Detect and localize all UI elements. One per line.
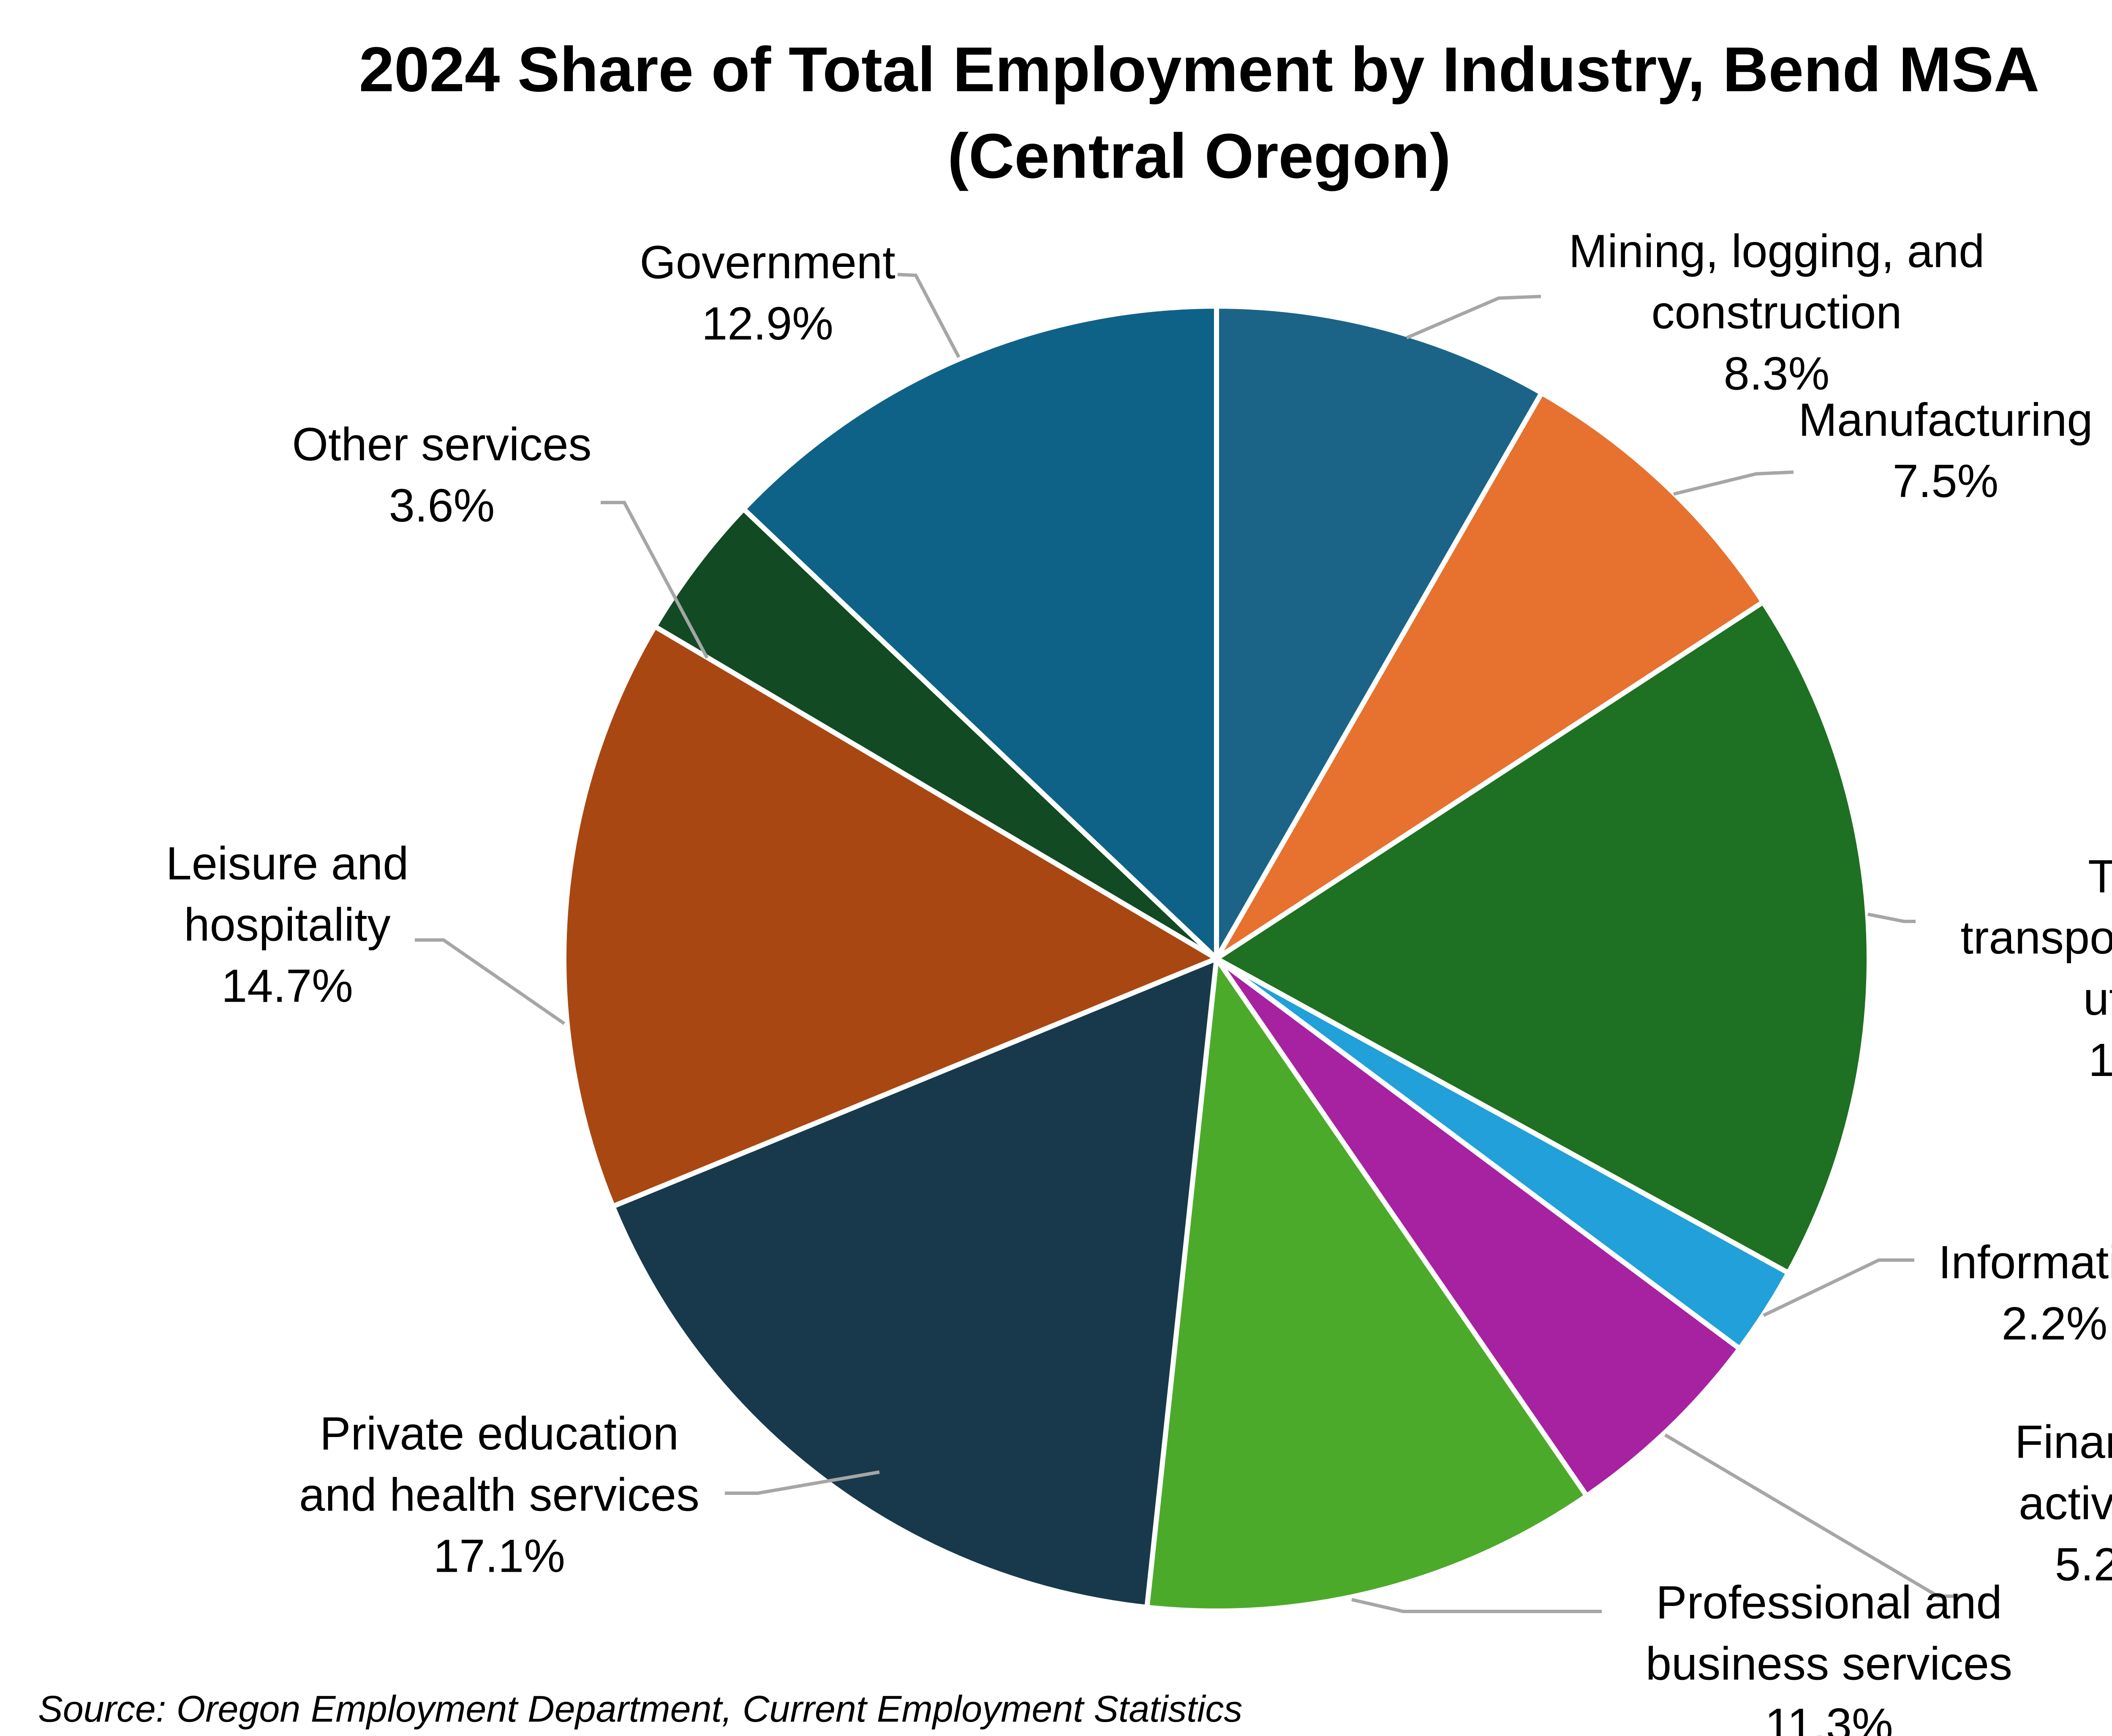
- source-note: Source: Oregon Employment Department, Cu…: [38, 1688, 1243, 1730]
- pie-slice-trade: [1214, 599, 1872, 1276]
- leader-line-private-education: [725, 1470, 880, 1495]
- label-professional-line2: business services: [1645, 1638, 2013, 1690]
- leader-line-mining: [1406, 295, 1541, 340]
- label-mining-line1: Mining, logging, and: [1568, 225, 1985, 277]
- pie-slice-financial: [1214, 956, 1742, 1499]
- leader-line-professional: [1351, 1598, 1602, 1613]
- label-trade-pct: 17.2%: [2088, 1034, 2112, 1086]
- label-professional-line1: Professional and: [1656, 1576, 2002, 1629]
- label-financial-pct: 5.2%: [2055, 1538, 2112, 1591]
- label-trade-line2: transportation, and: [1960, 912, 2112, 964]
- label-government-line1: Government: [640, 236, 895, 288]
- label-other-services-line1: Other services: [292, 418, 592, 470]
- pie-slice-other_services: [652, 506, 1219, 961]
- label-trade-line1: Trade,: [2088, 850, 2112, 902]
- label-information: Information 2.2%: [1938, 1232, 2112, 1354]
- leader-line-manufacturing: [1673, 470, 1794, 496]
- leader-line-other-services: [601, 501, 709, 659]
- label-leisure-line2: hospitality: [184, 899, 391, 951]
- label-professional-pct: 11.3%: [1765, 1699, 1893, 1736]
- leader-line-information: [1763, 1258, 1914, 1317]
- label-private-education-pct: 17.1%: [433, 1530, 565, 1582]
- chart-title-line1: 2024 Share of Total Employment by Indust…: [359, 34, 2040, 105]
- chart-title-line2: (Central Oregon): [947, 120, 1451, 191]
- label-private-education-line2: and health services: [299, 1469, 699, 1521]
- leader-line-financial: [1664, 1433, 1962, 1598]
- pie-slice-manufacturing: [1214, 390, 1766, 961]
- label-leisure: Leisure and hospitality 14.7%: [166, 833, 409, 1017]
- label-professional: Professional and business services 11.3%: [1646, 1572, 2012, 1736]
- label-government-pct: 12.9%: [702, 298, 833, 350]
- label-financial-line2: activities: [2019, 1477, 2112, 1530]
- label-other-services-pct: 3.6%: [389, 480, 495, 532]
- chart-title: 2024 Share of Total Employment by Indust…: [0, 26, 2112, 199]
- label-manufacturing-pct: 7.5%: [1892, 455, 1999, 507]
- label-financial-line1: Financial: [2014, 1416, 2112, 1468]
- label-leisure-line1: Leisure and: [166, 837, 409, 890]
- label-private-education-line1: Private education: [320, 1407, 679, 1460]
- leader-line-government: [897, 273, 961, 358]
- label-information-pct: 2.2%: [2001, 1298, 2108, 1350]
- pie-slice-leisure: [561, 624, 1219, 1209]
- label-mining-pct: 8.3%: [1723, 348, 1830, 400]
- label-manufacturing: Manufacturing 7.5%: [1798, 389, 2093, 512]
- label-private-education: Private education and health services 17…: [299, 1403, 699, 1587]
- label-information-line1: Information: [1938, 1236, 2112, 1288]
- pie-slice-government: [741, 304, 1219, 961]
- label-financial: Financial activities 5.2%: [2015, 1412, 2112, 1595]
- label-trade: Trade, transportation, and utilities 17.…: [1960, 846, 2112, 1091]
- pie-slice-professional: [1144, 956, 1589, 1614]
- label-mining: Mining, logging, and construction 8.3%: [1569, 221, 1985, 405]
- pie-slice-mining: [1214, 304, 1544, 961]
- leader-line-leisure: [415, 938, 566, 1025]
- label-manufacturing-line1: Manufacturing: [1798, 394, 2093, 446]
- label-other-services: Other services 3.6%: [292, 414, 591, 536]
- leader-lines-group: [415, 273, 1962, 1613]
- leader-line-trade: [1867, 913, 1916, 923]
- label-government: Government 12.9%: [640, 232, 895, 354]
- label-trade-line3: utilities: [2083, 973, 2112, 1025]
- label-mining-line2: construction: [1651, 286, 1902, 339]
- label-leisure-pct: 14.7%: [221, 960, 353, 1012]
- pie-slices-group: [561, 304, 1872, 1614]
